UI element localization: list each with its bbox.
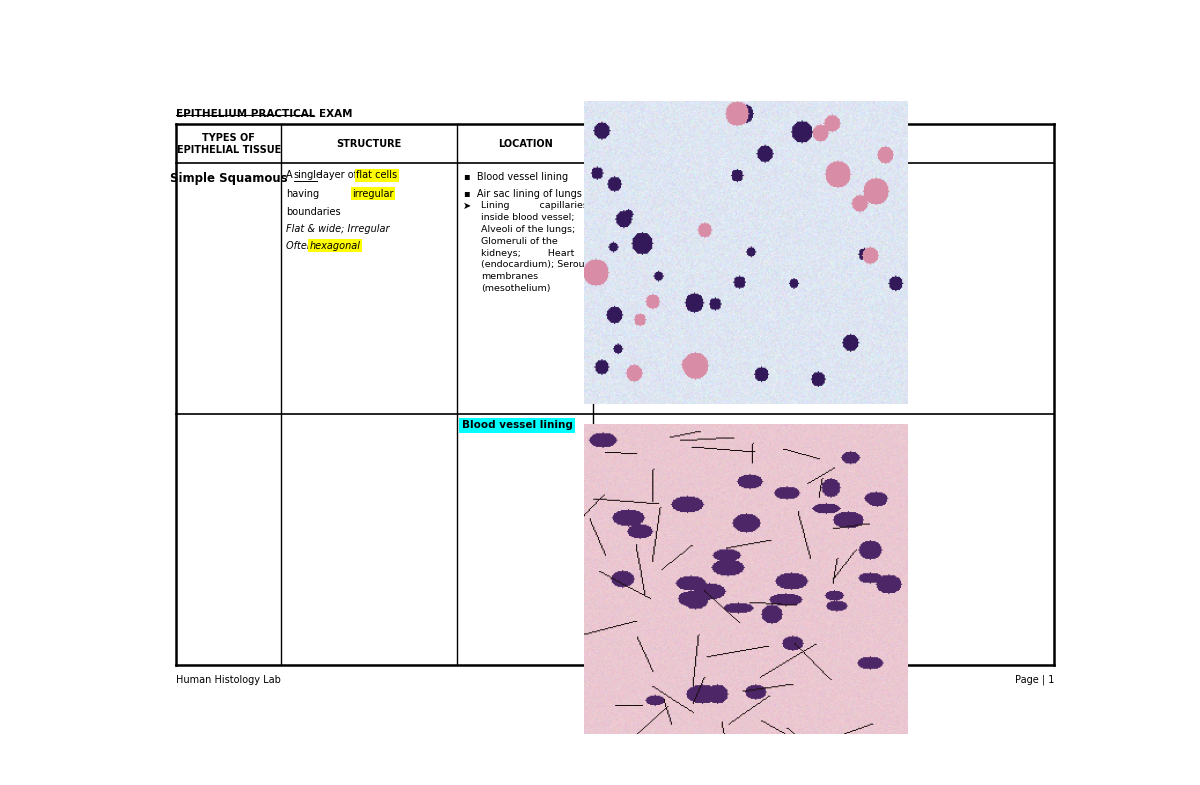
Text: boundaries: boundaries (286, 206, 341, 217)
Text: LOCATION: LOCATION (498, 139, 552, 149)
Text: ▪  Blood vessel lining: ▪ Blood vessel lining (464, 172, 569, 182)
Text: ▪  Air sac lining of lungs: ▪ Air sac lining of lungs (464, 189, 582, 199)
Text: Simple Squamous: Simple Squamous (170, 172, 288, 185)
Text: hexagonal: hexagonal (310, 240, 360, 250)
Text: single: single (294, 170, 323, 181)
Text: flat cells: flat cells (356, 170, 397, 181)
Text: Human Histology Lab: Human Histology Lab (176, 675, 281, 685)
Text: irregular: irregular (353, 188, 394, 199)
Text: Page | 1: Page | 1 (1014, 675, 1054, 685)
Text: Flat & wide; Irregular: Flat & wide; Irregular (286, 224, 390, 234)
Text: A: A (286, 170, 295, 181)
Text: having: having (286, 188, 319, 199)
Text: layer of: layer of (317, 170, 360, 181)
Text: Often: Often (286, 240, 316, 250)
Text: EPITHELIUM PRACTICAL EXAM: EPITHELIUM PRACTICAL EXAM (176, 109, 353, 119)
Text: TYPES OF
EPITHELIAL TISSUE: TYPES OF EPITHELIAL TISSUE (176, 133, 281, 155)
Text: STRUCTURE: STRUCTURE (336, 139, 402, 149)
Text: Lining          capillaries
inside blood vessel;
Alveoli of the lungs;
Glomeruli: Lining capillaries inside blood vessel; … (481, 201, 589, 293)
Text: Blood vessel lining: Blood vessel lining (462, 420, 572, 430)
Text: ➤: ➤ (462, 201, 470, 211)
